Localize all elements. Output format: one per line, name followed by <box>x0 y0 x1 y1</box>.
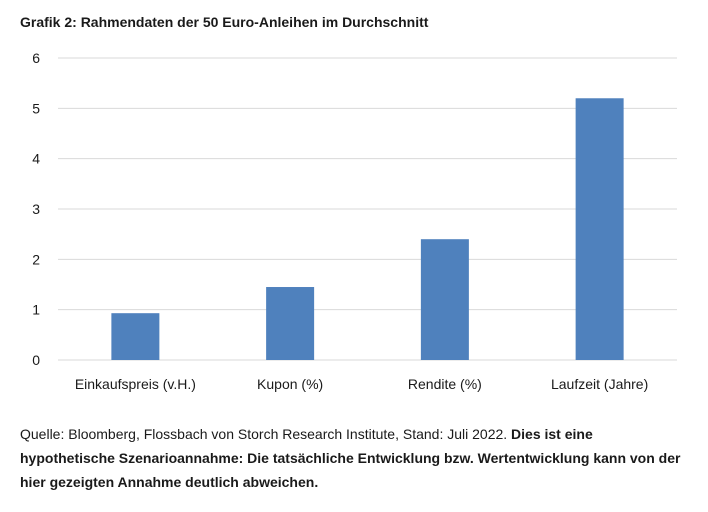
y-tick-label: 3 <box>32 201 40 217</box>
y-tick-label: 6 <box>32 50 40 66</box>
x-tick-label: Rendite (%) <box>408 376 482 392</box>
bar-2 <box>266 287 315 360</box>
disclaimer-note: Dies ist eine hypothetische Szenarioanna… <box>20 426 681 490</box>
bar-3 <box>420 239 469 360</box>
chart-caption: Quelle: Bloomberg, Flossbach von Storch … <box>20 422 690 494</box>
y-tick-label: 2 <box>32 251 40 267</box>
y-tick-label: 5 <box>32 100 40 116</box>
x-axis-ticks: Einkaufspreis (v.H.) Kupon (%) Rendite (%)… <box>75 376 648 392</box>
x-tick-label: Kupon (%) <box>257 376 323 392</box>
bar-4 <box>575 98 624 361</box>
bars <box>111 98 624 361</box>
x-tick-label: Laufzeit (Jahre) <box>551 376 648 392</box>
bar-1 <box>111 313 160 360</box>
source-note: Quelle: Bloomberg, Flossbach von Storch … <box>20 426 508 442</box>
y-tick-label: 1 <box>32 302 40 318</box>
y-tick-label: 4 <box>32 151 40 167</box>
bar-chart: 0 1 2 3 4 5 6 Einkaufspreis (v.H.) Kupon (%) Ren… <box>32 50 677 392</box>
gridlines <box>58 57 677 361</box>
y-tick-label: 0 <box>32 352 40 368</box>
chart-title: Grafik 2: Rahmendaten der 50 Euro-Anleih… <box>20 14 429 30</box>
x-tick-label: Einkaufspreis (v.H.) <box>75 376 196 392</box>
y-axis-ticks: 0 1 2 3 4 5 6 <box>32 50 40 368</box>
